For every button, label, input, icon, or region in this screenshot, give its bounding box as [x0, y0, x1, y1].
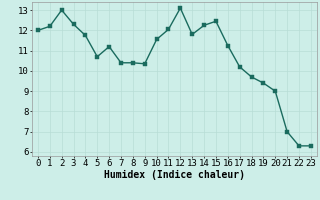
X-axis label: Humidex (Indice chaleur): Humidex (Indice chaleur)	[104, 170, 245, 180]
